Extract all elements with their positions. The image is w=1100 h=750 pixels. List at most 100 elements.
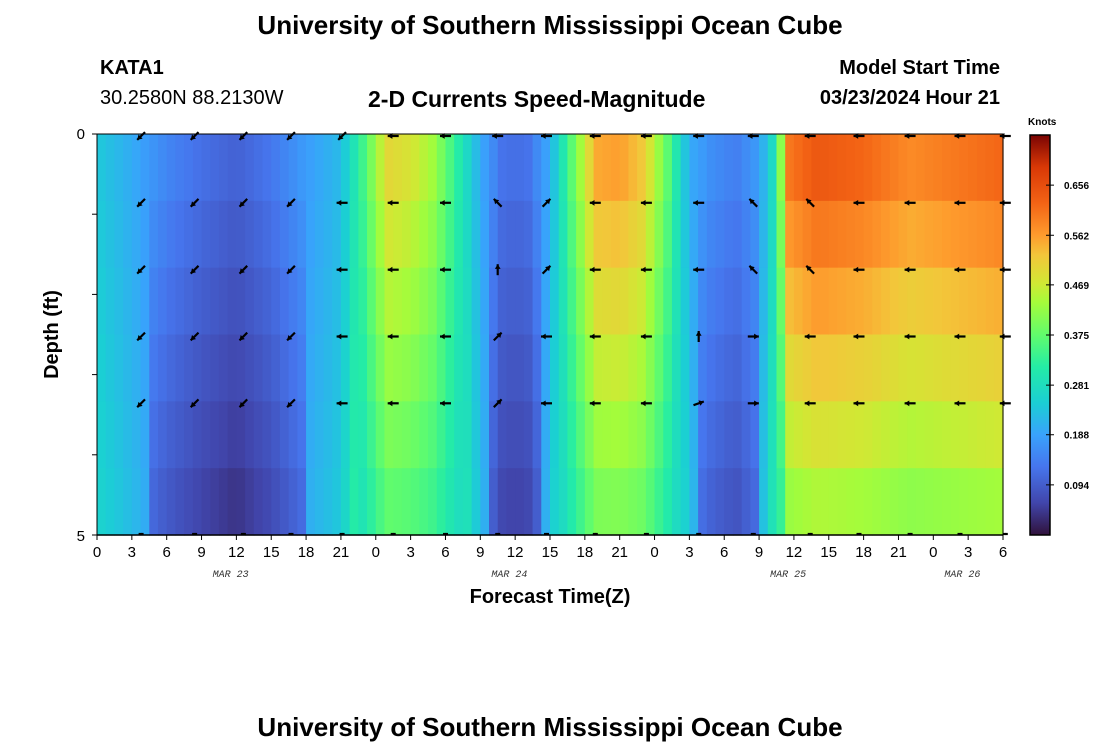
heatmap-cell (192, 200, 203, 269)
heatmap-cell (410, 334, 420, 402)
heatmap-cell (523, 468, 534, 536)
heatmap-cell (166, 134, 176, 202)
heatmap-cell (445, 468, 455, 536)
heatmap-cell (558, 200, 569, 269)
heatmap-cell (602, 334, 612, 402)
colorbar: Knots 0.094 0.188 0.281 0.375 0.469 0.562 0.656 (1028, 117, 1089, 536)
plot-title: 2-D Currents Speed-Magnitude (368, 86, 706, 112)
heatmap-cell (663, 468, 673, 536)
heatmap-cell (628, 468, 638, 536)
heatmap-cell (828, 401, 839, 469)
current-arrow (954, 266, 966, 273)
heatmap-cell (767, 134, 778, 202)
heatmap-cell (497, 401, 508, 469)
heatmap-cell (976, 401, 987, 469)
heatmap-cell (550, 267, 560, 336)
heatmap-cell (497, 468, 508, 536)
heatmap-cell (489, 200, 499, 269)
heatmap-cell (497, 134, 508, 202)
colorbar-tick-label: 0.375 (1064, 331, 1089, 342)
heatmap-cell (759, 200, 769, 269)
heatmap-cell (567, 134, 577, 202)
colorbar-tick-label: 0.469 (1064, 281, 1089, 292)
heatmap-cell (680, 267, 690, 336)
arrow-head (287, 268, 293, 274)
heatmap-cell (288, 334, 298, 402)
heatmap-cell (881, 134, 891, 202)
heatmap-cell (837, 401, 847, 469)
heatmap-cell (340, 468, 351, 536)
heatmap-cell (210, 401, 220, 469)
heatmap-cell (724, 134, 734, 202)
current-arrow (954, 200, 966, 206)
heatmap-cell (567, 334, 577, 402)
heatmap-cell (602, 468, 612, 536)
heatmap-cell (140, 401, 150, 469)
heatmap-cell (123, 267, 133, 336)
x-tick-label: 12 (228, 544, 245, 561)
heatmap-cell (985, 334, 995, 402)
arrow-head (589, 400, 595, 407)
current-arrow (853, 200, 865, 206)
heatmap-cell (671, 334, 682, 402)
heatmap-cell (184, 267, 194, 336)
x-tick-label: 6 (999, 544, 1007, 561)
heatmap-cell (567, 267, 577, 336)
heatmap-cell (349, 468, 359, 536)
heatmap-cell (175, 134, 185, 202)
heatmap-cell (323, 134, 333, 202)
heatmap-cell (645, 134, 656, 202)
heatmap-cell (820, 200, 830, 269)
heatmap-cell (401, 334, 412, 402)
heatmap-cell (663, 334, 673, 402)
heatmap-cell (680, 200, 690, 269)
heatmap-cell (854, 401, 865, 469)
heatmap-cell (811, 401, 821, 469)
heatmap-cell (367, 134, 377, 202)
heatmap-cell (907, 134, 917, 202)
heatmap-cell (262, 267, 272, 336)
heatmap-cell (820, 401, 830, 469)
heatmap-cell (436, 200, 447, 269)
heatmap-cell (872, 200, 882, 269)
heatmap-cell (262, 134, 272, 202)
heatmap-cell (297, 468, 307, 536)
current-arrow (440, 266, 451, 273)
heatmap-cell (471, 334, 481, 402)
heatmap-cell (471, 200, 481, 269)
heatmap-cell (123, 401, 133, 469)
heatmap-cell (968, 334, 978, 402)
heatmap-cell (489, 334, 499, 402)
current-arrow (804, 133, 816, 139)
heatmap-cell (985, 468, 995, 536)
y-axis-label: Depth (ft) (41, 290, 63, 379)
heatmap-cell (192, 334, 203, 402)
heatmap-cell (576, 468, 586, 536)
heatmap-cell (367, 200, 377, 269)
current-arrow (804, 333, 816, 340)
heatmap-cell (881, 401, 891, 469)
heatmap-cell (97, 334, 107, 402)
heatmap-cell (306, 334, 316, 402)
arrow-head (749, 265, 755, 272)
x-tick-label: 18 (298, 544, 315, 561)
current-arrow (136, 398, 146, 408)
heatmap-cell (907, 200, 917, 269)
current-arrow (954, 133, 966, 139)
heatmap-cell (401, 267, 412, 336)
arrow-head (695, 331, 702, 336)
x-tick-label: 3 (964, 544, 972, 561)
heatmap-cell (271, 200, 281, 269)
heatmap-cell (131, 468, 142, 536)
heatmap-cell (985, 267, 995, 336)
heatmap-cell (245, 267, 255, 336)
current-arrow (387, 200, 399, 206)
current-arrow (541, 198, 552, 208)
heatmap-cell (454, 468, 464, 536)
current-arrows (136, 131, 1011, 536)
colorbar-tick-label: 0.094 (1064, 481, 1089, 492)
current-arrow (286, 198, 296, 208)
heatmap-cell (933, 334, 943, 402)
heatmap-cell (393, 200, 403, 269)
heatmap-cell (140, 200, 150, 269)
